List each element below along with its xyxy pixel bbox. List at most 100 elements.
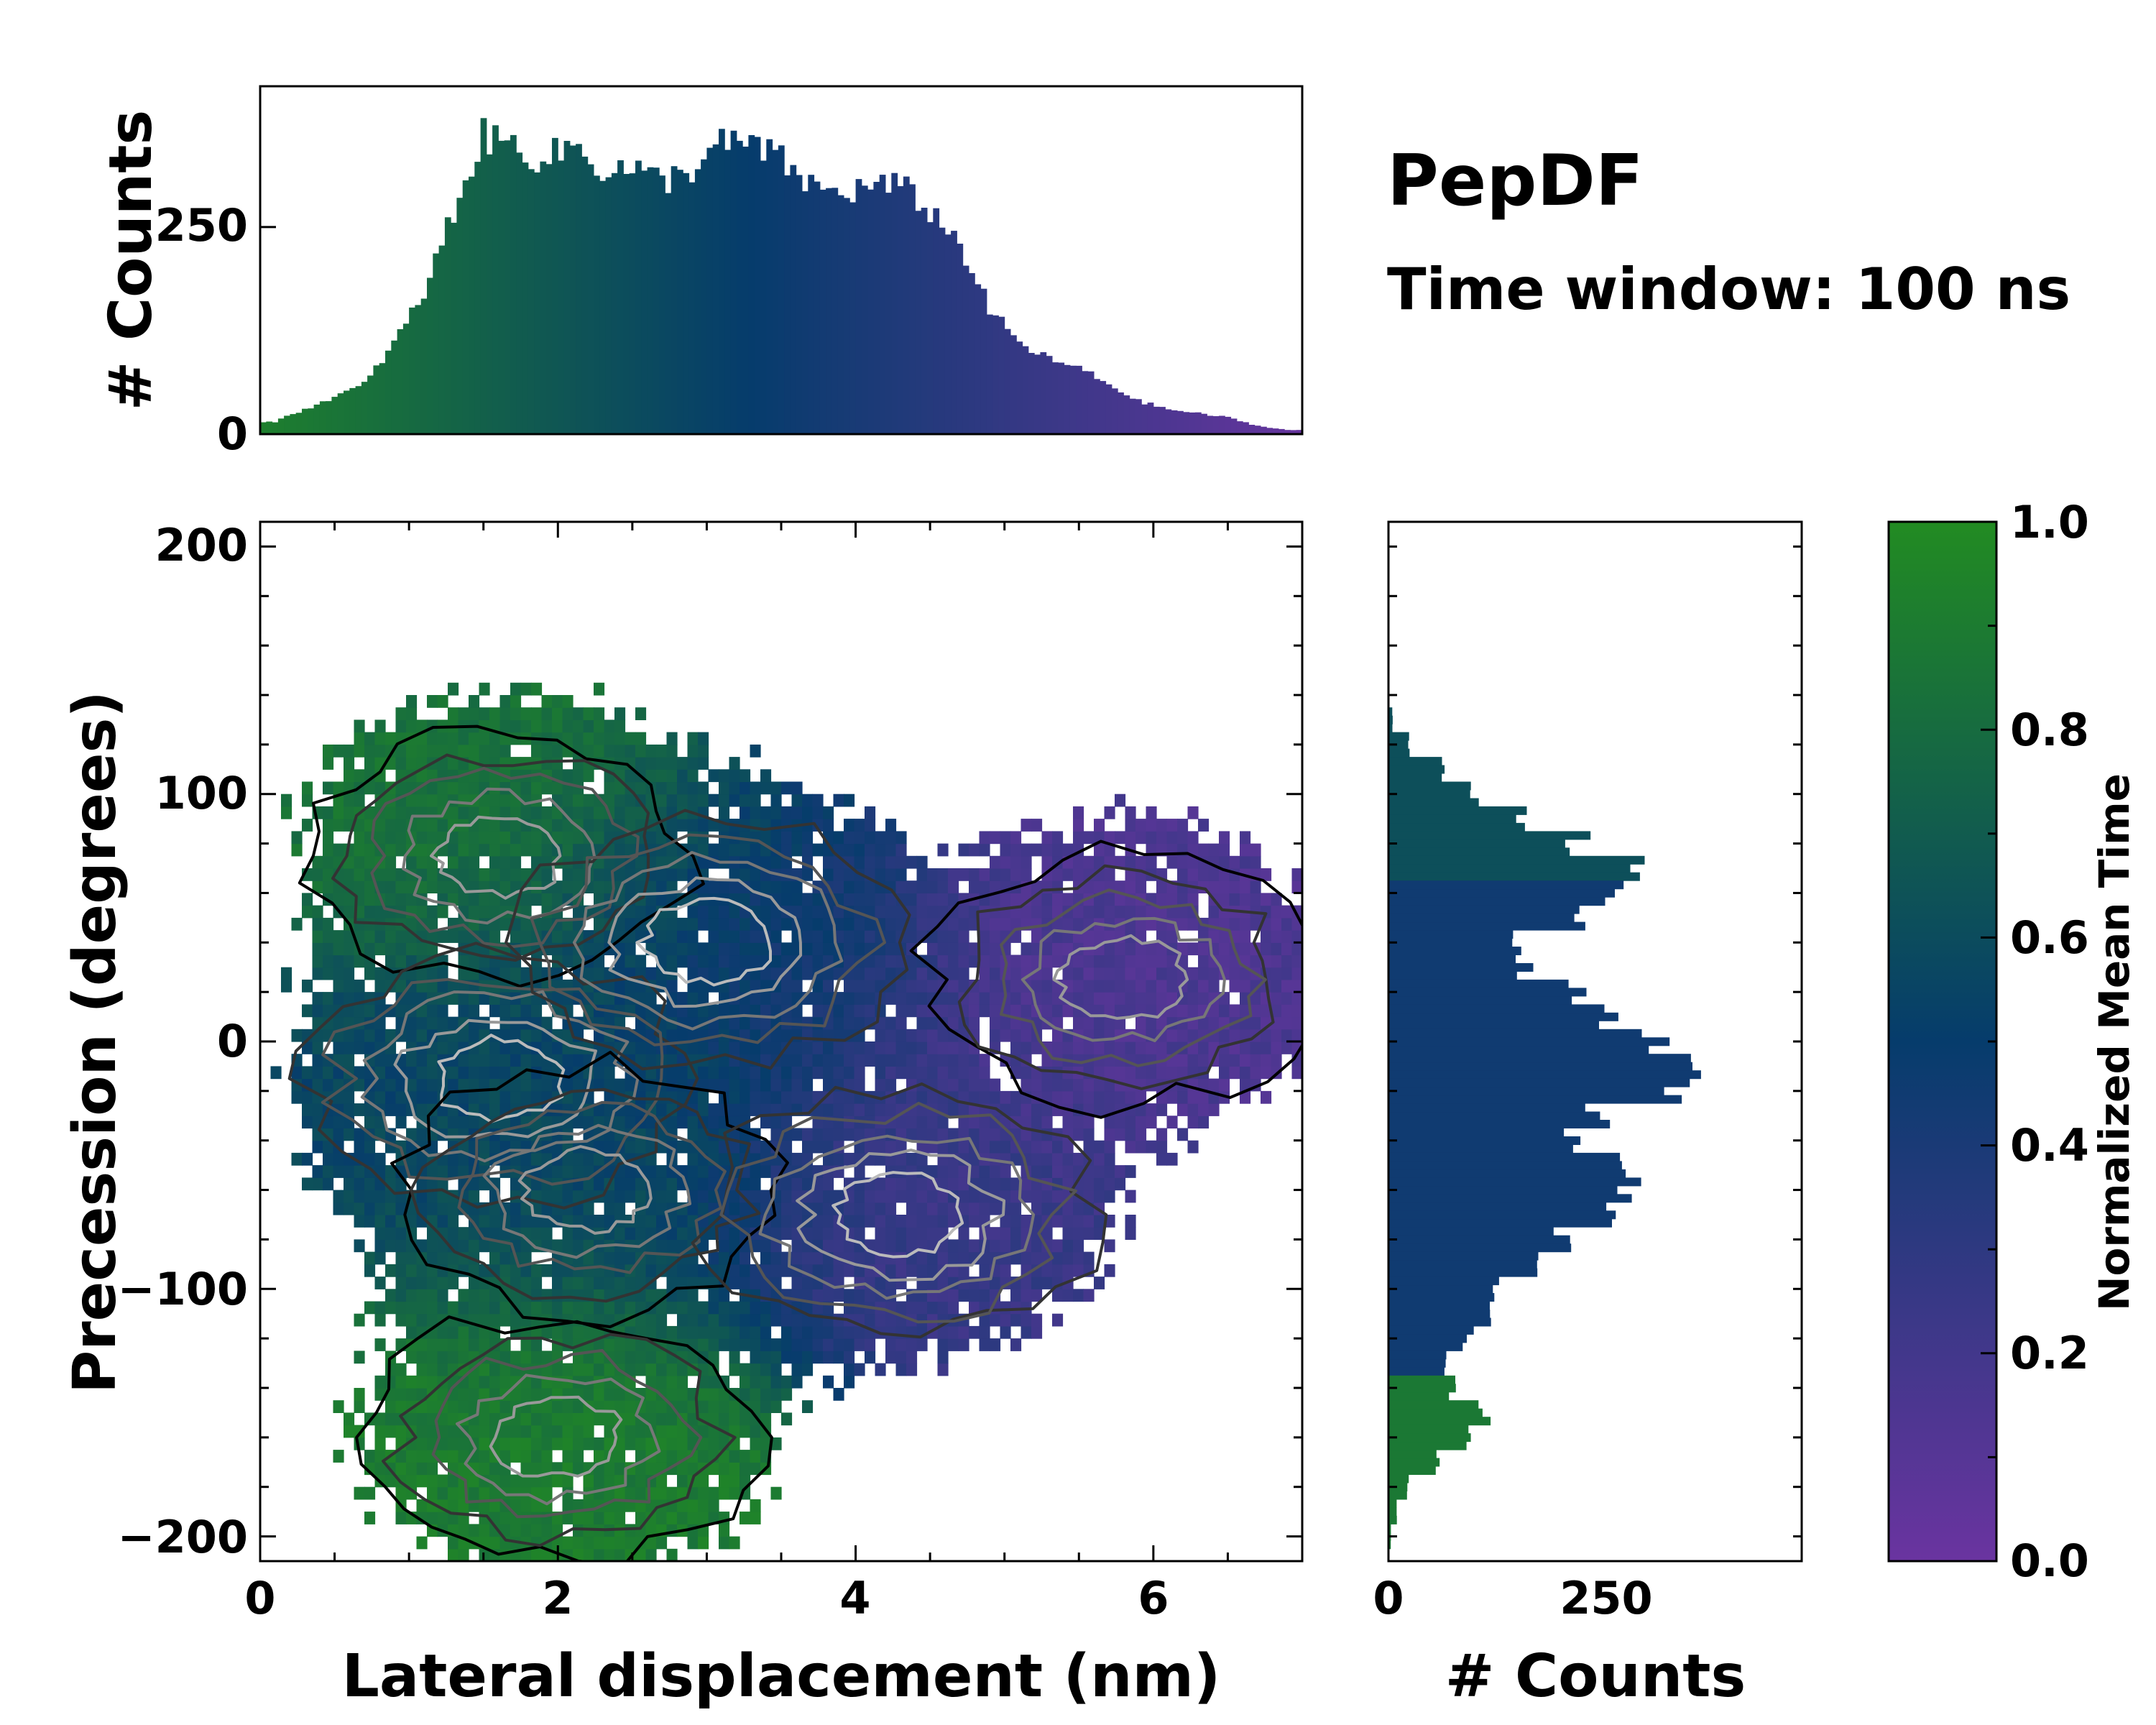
heatmap-ylabel: Precession (degrees) [61,691,129,1394]
heatmap-cell [1062,1152,1074,1166]
heatmap-cell [541,757,553,770]
heatmap-cell [802,1128,814,1141]
heatmap-cell [354,1078,365,1092]
heatmap-cell [1125,1004,1136,1018]
y-marginal-bar [1388,855,1645,865]
heatmap-cell [781,1215,793,1228]
heatmap-cell [885,954,897,968]
heatmap-cell [469,1190,480,1203]
heatmap-cell [958,1338,969,1351]
heatmap-cell [614,719,626,733]
heatmap-cell [1135,979,1147,993]
heatmap-cell [406,1016,418,1030]
heatmap-cell [750,1425,761,1438]
heatmap-cell [1083,1227,1095,1240]
heatmap-cell [937,1325,949,1339]
y-marginal-bar [1388,724,1393,733]
heatmap-cell [562,1227,573,1240]
heatmap-cell [635,732,647,745]
heatmap-cell [1031,905,1043,919]
x-marginal-ytick-250: 250 [155,199,248,252]
heatmap-cell [916,905,928,919]
heatmap-cell [708,1041,719,1054]
y-marginal-bar [1388,1384,1456,1393]
heatmap-cell [448,682,459,696]
heatmap-cell [385,843,397,857]
heatmap-cell [1115,954,1126,968]
heatmap-cell [625,1251,636,1265]
y-marginal-frame [1387,520,1803,1563]
heatmap-cell [520,1351,532,1364]
heatmap-cell [666,1486,678,1500]
heatmap-cell [698,732,709,745]
heatmap-cell [625,806,636,819]
heatmap-cell [677,757,688,770]
heatmap-cell [312,917,323,931]
heatmap-cell [729,1400,740,1413]
x-marginal-bar [939,227,946,434]
heatmap-cell [1083,967,1095,980]
heatmap-cell [437,1512,448,1524]
heatmap-cell [427,1313,438,1327]
heatmap-cell [1187,1004,1199,1018]
heatmap-cell [562,1276,573,1289]
heatmap-cell [302,905,313,919]
heatmap-cell [1021,1004,1032,1018]
heatmap-cell [885,880,897,893]
heatmap-cell [374,1425,386,1438]
heatmap-cell [541,1450,553,1463]
heatmap-cell [604,744,615,758]
heatmap-cell [750,1462,761,1476]
heatmap-cell [416,831,428,845]
heatmap-cell [958,1202,969,1215]
heatmap-cell [469,1090,480,1104]
x-marginal-bar [951,231,957,434]
heatmap-cell [625,1486,636,1500]
heatmap-cell [520,1152,532,1166]
heatmap-cell [1010,893,1022,906]
heatmap-cell [916,1128,928,1141]
heatmap-cell [1281,1016,1293,1030]
heatmap-cell [499,843,511,857]
heatmap-cell [906,893,918,906]
heatmap-cell [1250,843,1261,857]
heatmap-cell [489,1301,501,1315]
heatmap-cell [364,930,376,943]
y-marginal-bar [1388,748,1410,758]
heatmap-cell [1083,1078,1095,1092]
heatmap-cell [562,880,573,893]
heatmap-cell [364,1301,376,1315]
heatmap-cell [916,1313,928,1327]
heatmap-cell [1146,917,1157,931]
heatmap-cell [1010,1289,1022,1302]
heatmap-cell [770,781,782,795]
contour-line [382,1333,737,1547]
heatmap-cell [594,1351,605,1364]
x-marginal-bar [1028,353,1035,434]
heatmap-cell [1021,1140,1032,1154]
heatmap-cell [1208,979,1220,993]
heatmap-cell [499,757,511,770]
heatmap-cell [489,868,501,881]
heatmap-cell [677,1486,688,1500]
heatmap-cell [573,757,584,770]
heatmap-cell [1281,1029,1293,1042]
heatmap-cell [469,1301,480,1315]
contour-line [370,766,640,948]
heatmap-cell [312,1140,323,1154]
x-marginal-bar [927,222,934,434]
heatmap-cell [990,1202,1001,1215]
heatmap-cell [448,781,459,795]
heatmap-cell [698,781,709,795]
heatmap-cell [948,917,959,931]
heatmap-cell [479,1375,490,1389]
heatmap-cell [448,744,459,758]
heatmap-cell [562,1165,573,1178]
heatmap-cell [1177,1090,1189,1104]
contour-line [409,1087,761,1303]
heatmap-cell [812,1351,824,1364]
heatmap-cell [875,1215,886,1228]
heatmap-cell [427,979,438,993]
heatmap-cell [573,1116,584,1129]
heatmap-cell [562,1301,573,1315]
